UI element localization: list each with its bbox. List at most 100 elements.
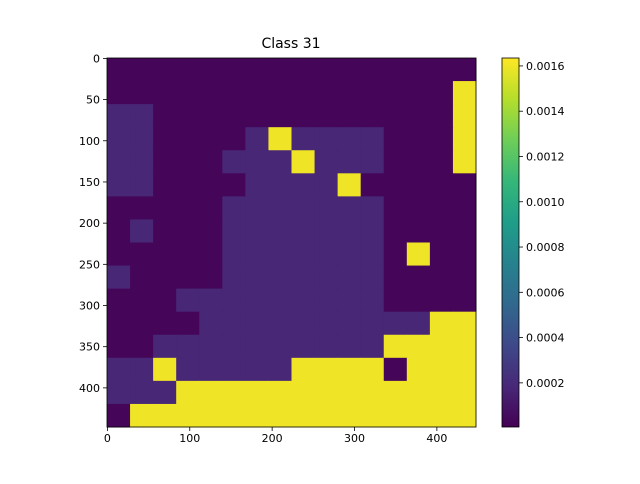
heat-cell [360, 242, 385, 267]
heat-cell [337, 58, 362, 82]
heat-cell [199, 288, 223, 313]
heat-cell [153, 127, 177, 151]
heat-cell [314, 196, 339, 220]
heat-cell [222, 242, 246, 267]
heat-cell [383, 242, 408, 267]
heat-cell [314, 380, 339, 405]
heat-cell [268, 265, 292, 290]
heat-cell [268, 403, 292, 428]
colorbar-tick-label: 0.0016 [526, 60, 565, 73]
heat-cell [176, 196, 200, 220]
heat-cell [429, 357, 454, 382]
heat-cell [383, 219, 408, 243]
heat-cell [199, 334, 223, 359]
heat-cell [268, 380, 292, 405]
heat-cell [130, 357, 154, 382]
heat-cell [176, 173, 200, 197]
heat-cell [130, 288, 154, 313]
heat-cell [268, 242, 292, 267]
heat-cell [130, 104, 154, 128]
heat-cell [337, 403, 362, 428]
heat-cell [107, 219, 131, 243]
heat-cell [199, 58, 223, 82]
heat-cell [153, 150, 177, 174]
heat-cell [291, 219, 316, 243]
heat-cell [360, 196, 385, 220]
heat-cell [452, 311, 477, 336]
heat-cell [130, 242, 154, 267]
heat-cell [130, 81, 154, 105]
heat-cell [130, 334, 154, 359]
heat-cell [153, 334, 177, 359]
heat-cell [429, 334, 454, 359]
x-tick-label: 200 [262, 432, 283, 445]
heat-cell [153, 104, 177, 128]
heat-cell [337, 265, 362, 290]
colorbar-tick-label: 0.0004 [526, 332, 565, 345]
heat-cell [360, 357, 385, 382]
heat-cell [452, 127, 477, 151]
heat-cell [268, 58, 292, 82]
heat-cell [291, 288, 316, 313]
colorbar-tick-label: 0.0002 [526, 377, 565, 390]
heat-cell [452, 242, 477, 267]
heat-cell [337, 219, 362, 243]
heat-cell [268, 334, 292, 359]
heat-cell [222, 81, 246, 105]
heat-cell [429, 104, 454, 128]
heat-cell [452, 219, 477, 243]
heat-cell [153, 242, 177, 267]
heat-cell [314, 288, 339, 313]
colorbar-tick-label: 0.0008 [526, 241, 565, 254]
heat-cell [130, 58, 154, 82]
heat-cell [383, 403, 408, 428]
heat-cell [107, 58, 131, 82]
heat-cell [383, 150, 408, 174]
heat-cell [245, 242, 269, 267]
heat-cell [429, 242, 454, 267]
y-tick-label: 300 [79, 300, 100, 313]
heat-cell [360, 334, 385, 359]
heat-cell [107, 150, 131, 174]
heat-cell [153, 288, 177, 313]
heat-cell [337, 173, 362, 197]
heat-cell [360, 380, 385, 405]
heat-cell [199, 265, 223, 290]
heat-cell [291, 150, 316, 174]
heat-cell [130, 265, 154, 290]
heat-cell [245, 311, 269, 336]
heat-cell [199, 380, 223, 405]
heat-cell [130, 311, 154, 336]
plot-frame [106, 57, 477, 428]
x-tick-label: 0 [104, 432, 111, 445]
heat-cell [383, 265, 408, 290]
heat-cell [268, 196, 292, 220]
heat-cell [452, 357, 477, 382]
heat-cell [452, 81, 477, 105]
y-tick-label: 150 [79, 176, 100, 189]
heat-cell [291, 242, 316, 267]
heat-cell [222, 104, 246, 128]
heat-cell [406, 196, 431, 220]
heat-cell [245, 173, 269, 197]
heat-cell [360, 58, 385, 82]
colorbar-tick-label: 0.0010 [526, 196, 565, 209]
heat-cell [429, 403, 454, 428]
heat-cell [222, 127, 246, 151]
heat-cell [245, 196, 269, 220]
heat-cell [222, 357, 246, 382]
heat-cell [291, 173, 316, 197]
heat-cell [314, 242, 339, 267]
heat-cell [337, 288, 362, 313]
heat-cell [429, 196, 454, 220]
x-tick-label: 400 [426, 432, 447, 445]
heat-cell [337, 81, 362, 105]
heat-cell [107, 288, 131, 313]
heat-cell [176, 403, 200, 428]
heat-cell [429, 173, 454, 197]
heat-cell [337, 196, 362, 220]
heat-cell [383, 58, 408, 82]
heat-cell [337, 150, 362, 174]
heat-cell [245, 403, 269, 428]
